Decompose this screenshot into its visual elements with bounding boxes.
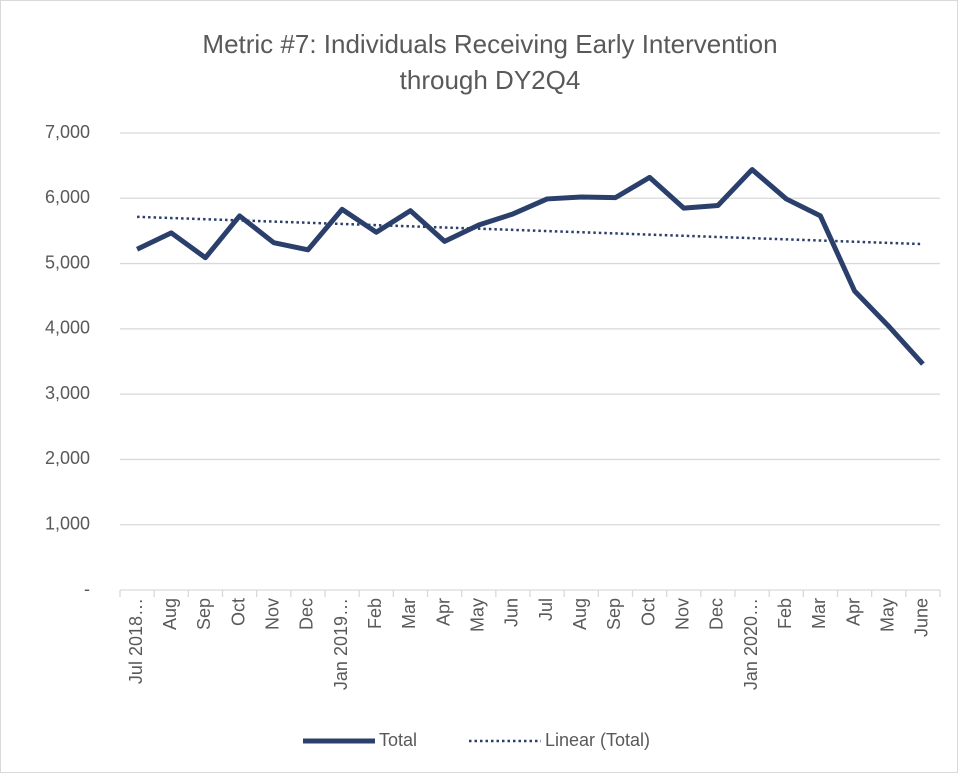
- x-tick-label: Feb: [775, 598, 795, 629]
- y-tick-label: 4,000: [45, 318, 90, 338]
- chart-title: Metric #7: Individuals Receiving Early I…: [202, 29, 777, 59]
- data-line: [136, 167, 925, 366]
- x-tick-label: Dec: [707, 598, 727, 630]
- x-tick-label: Jul 2018…: [126, 598, 146, 684]
- x-tick-label: May: [468, 598, 488, 632]
- x-tick-label: Apr: [433, 598, 453, 626]
- x-tick-label: Apr: [843, 598, 863, 626]
- y-tick-label: -: [84, 579, 90, 599]
- y-tick-label: 2,000: [45, 448, 90, 468]
- legend-label: Linear (Total): [545, 730, 650, 750]
- x-tick-label: Mar: [809, 598, 829, 629]
- chart-title: through DY2Q4: [400, 65, 581, 95]
- x-tick-label: Dec: [297, 598, 317, 630]
- y-tick-label: 5,000: [45, 252, 90, 272]
- x-tick-label: June: [912, 598, 932, 637]
- x-tick-label: Jan 2020…: [741, 598, 761, 690]
- x-tick-label: Oct: [638, 598, 658, 626]
- legend-label: Total: [379, 730, 417, 750]
- x-tick-label: Aug: [570, 598, 590, 630]
- trend-line: [137, 215, 923, 246]
- y-tick-label: 1,000: [45, 513, 90, 533]
- x-tick-label: Jun: [502, 598, 522, 627]
- x-tick-label: May: [878, 598, 898, 632]
- x-tick-label: Jan 2019…: [331, 598, 351, 690]
- y-tick-label: 3,000: [45, 383, 90, 403]
- x-tick-label: Mar: [399, 598, 419, 629]
- x-tick-label: Oct: [228, 598, 248, 626]
- x-tick-label: Feb: [365, 598, 385, 629]
- y-tick-label: 7,000: [45, 122, 90, 142]
- x-tick-label: Nov: [263, 598, 283, 630]
- x-tick-label: Aug: [160, 598, 180, 630]
- x-tick-label: Sep: [604, 598, 624, 630]
- x-tick-label: Nov: [673, 598, 693, 630]
- y-tick-label: 6,000: [45, 187, 90, 207]
- x-tick-label: Sep: [194, 598, 214, 630]
- x-tick-label: Jul: [536, 598, 556, 621]
